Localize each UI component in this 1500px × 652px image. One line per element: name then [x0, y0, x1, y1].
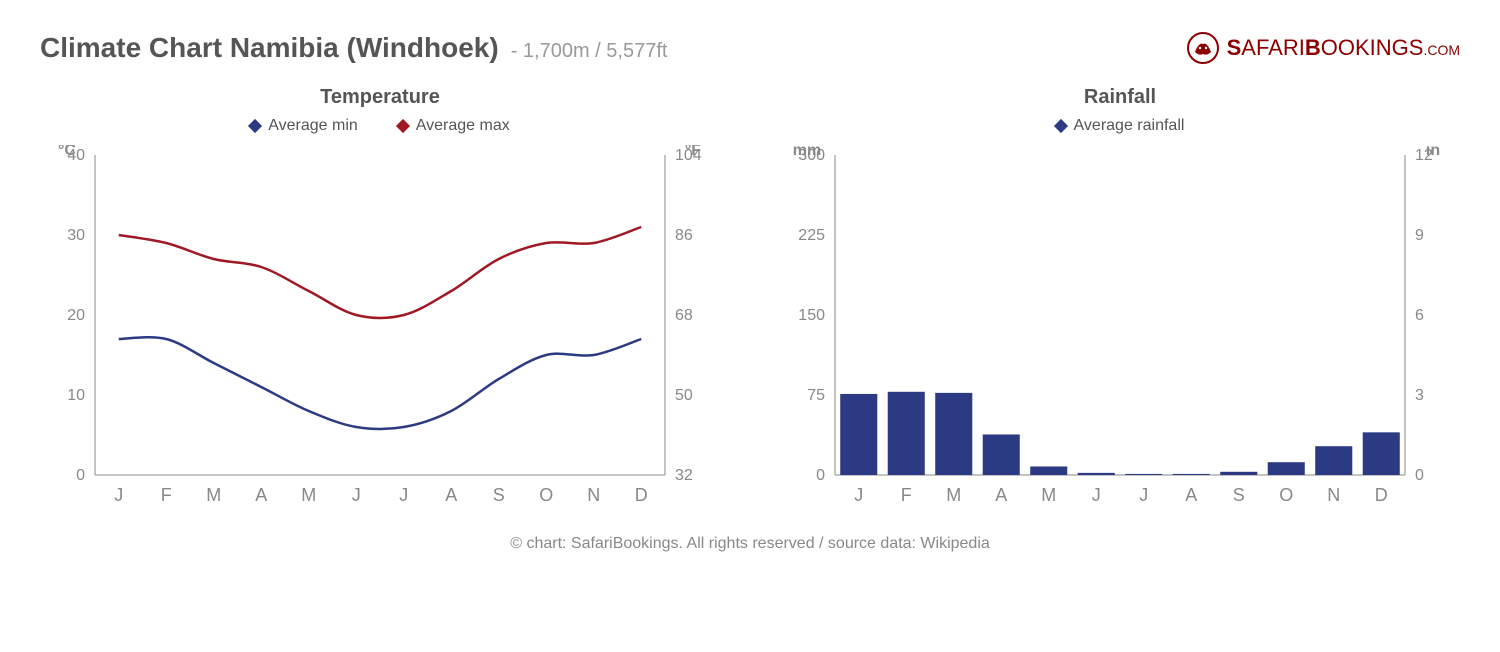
svg-text:J: J — [854, 485, 863, 505]
svg-text:F: F — [161, 485, 172, 505]
temperature-legend: Average min Average max — [40, 117, 720, 135]
legend-max: Average max — [398, 117, 510, 135]
diamond-icon — [396, 119, 410, 133]
svg-text:225: 225 — [798, 227, 825, 244]
svg-text:S: S — [1233, 485, 1245, 505]
logo-b: B — [1305, 35, 1321, 60]
svg-text:J: J — [1139, 485, 1148, 505]
svg-text:N: N — [587, 485, 600, 505]
logo-afari: AFARI — [1241, 35, 1305, 60]
page-subtitle: - 1,700m / 5,577ft — [511, 40, 668, 63]
svg-text:A: A — [1185, 485, 1197, 505]
svg-text:J: J — [1092, 485, 1101, 505]
temperature-panel: Temperature Average min Average max 0 10 2… — [40, 86, 720, 505]
charts-row: Temperature Average min Average max 0 10 2… — [40, 86, 1460, 505]
svg-text:J: J — [399, 485, 408, 505]
svg-text:32: 32 — [675, 467, 693, 484]
header: Climate Chart Namibia (Windhoek) - 1,700… — [40, 30, 1460, 66]
temperature-plot: 01020304032506886104°C°FJFMAMJJASOND — [40, 145, 720, 505]
svg-text:O: O — [539, 485, 553, 505]
logo-ookings: OOKINGS — [1321, 35, 1424, 60]
footer-text: © chart: SafariBookings. All rights rese… — [40, 535, 1460, 553]
svg-text:J: J — [114, 485, 123, 505]
svg-text:50: 50 — [675, 387, 693, 404]
svg-text:D: D — [635, 485, 648, 505]
svg-text:mm: mm — [793, 145, 821, 159]
svg-text:M: M — [206, 485, 221, 505]
svg-text:A: A — [995, 485, 1007, 505]
svg-text:N: N — [1327, 485, 1340, 505]
svg-text:68: 68 — [675, 307, 693, 324]
legend-rain-label: Average rainfall — [1074, 117, 1185, 135]
legend-rain: Average rainfall — [1056, 117, 1185, 135]
legend-max-label: Average max — [416, 117, 510, 135]
logo: SAFARIBOOKINGS.COM — [1185, 30, 1460, 66]
svg-text:°F: °F — [685, 145, 701, 159]
logo-s: S — [1227, 35, 1242, 60]
logo-com: .COM — [1423, 42, 1460, 58]
svg-text:D: D — [1375, 485, 1388, 505]
svg-text:J: J — [352, 485, 361, 505]
lion-icon — [1185, 30, 1221, 66]
svg-text:O: O — [1279, 485, 1293, 505]
diamond-icon — [248, 119, 262, 133]
svg-text:10: 10 — [67, 387, 85, 404]
svg-text:86: 86 — [675, 227, 693, 244]
svg-text:3: 3 — [1415, 387, 1424, 404]
svg-text:M: M — [301, 485, 316, 505]
svg-text:in: in — [1426, 145, 1440, 159]
logo-text: SAFARIBOOKINGS.COM — [1227, 35, 1460, 61]
svg-text:A: A — [255, 485, 267, 505]
diamond-icon — [1053, 119, 1067, 133]
svg-text:0: 0 — [1415, 467, 1424, 484]
svg-text:20: 20 — [67, 307, 85, 324]
temperature-title: Temperature — [40, 86, 720, 109]
rainfall-panel: Rainfall Average rainfall 07515022530003… — [780, 86, 1460, 505]
svg-text:6: 6 — [1415, 307, 1424, 324]
svg-text:0: 0 — [76, 467, 85, 484]
legend-min-label: Average min — [268, 117, 358, 135]
svg-text:0: 0 — [816, 467, 825, 484]
svg-text:M: M — [946, 485, 961, 505]
rainfall-plot: 075150225300036912mminJFMAMJJASOND — [780, 145, 1460, 505]
page-title: Climate Chart Namibia (Windhoek) — [40, 32, 499, 64]
svg-text:°C: °C — [58, 145, 76, 159]
svg-text:S: S — [493, 485, 505, 505]
svg-text:75: 75 — [807, 387, 825, 404]
svg-text:F: F — [901, 485, 912, 505]
svg-text:A: A — [445, 485, 457, 505]
title-block: Climate Chart Namibia (Windhoek) - 1,700… — [40, 32, 667, 64]
svg-text:30: 30 — [67, 227, 85, 244]
legend-min: Average min — [250, 117, 358, 135]
svg-text:M: M — [1041, 485, 1056, 505]
svg-text:9: 9 — [1415, 227, 1424, 244]
rainfall-legend: Average rainfall — [780, 117, 1460, 135]
rainfall-title: Rainfall — [780, 86, 1460, 109]
svg-text:150: 150 — [798, 307, 825, 324]
